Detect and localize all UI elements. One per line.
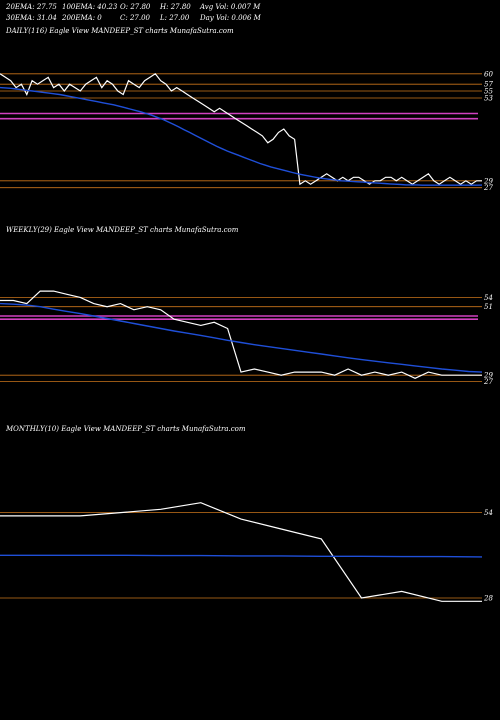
header-20ema: 20EMA: 27.75: [6, 3, 57, 11]
weekly-series-line-1: [0, 302, 483, 373]
monthly-series-line-0: [0, 502, 482, 602]
monthly-ytick-label: 28: [483, 595, 493, 603]
daily-series-line-1: [0, 86, 483, 186]
header-30ema: 30EMA: 31.04: [6, 14, 57, 22]
monthly-series-line-1: [0, 554, 483, 558]
header-low: L: 27.00: [160, 14, 190, 22]
header-open: O: 27.80: [120, 3, 151, 11]
weekly-panel-label: WEEKLY(29) Eagle View MANDEEP_ST charts …: [6, 226, 239, 234]
daily-ytick-label: 29: [483, 177, 493, 185]
header-200ema: 200EMA: 0: [62, 14, 102, 22]
weekly-ytick-label: 51: [484, 303, 493, 311]
header-100ema: 100EMA: 40.23: [62, 3, 118, 11]
weekly-ytick-label: 29: [483, 372, 493, 380]
daily-ytick-label: 27: [483, 184, 493, 192]
weekly-ytick-label: 54: [484, 294, 493, 302]
monthly-panel-label: MONTHLY(10) Eagle View MANDEEP_ST charts…: [6, 425, 246, 433]
monthly-ytick-label: 54: [484, 509, 493, 517]
weekly-ytick-label: 27: [483, 378, 493, 386]
daily-ytick-label: 53: [484, 95, 493, 103]
header-high: H: 27.80: [160, 3, 191, 11]
weekly-series-line-0: [0, 290, 482, 379]
daily-ytick-label: 60: [484, 70, 493, 78]
monthly-chart: 54 28: [0, 502, 493, 603]
daily-series-line-0: [0, 72, 482, 186]
header-avg-vol: Avg Vol: 0.007 M: [200, 3, 261, 11]
daily-ytick-label: 57: [484, 81, 493, 89]
header-close: C: 27.00: [120, 14, 150, 22]
header-day-vol: Day Vol: 0.006 M: [200, 14, 261, 22]
daily-ytick-label: 55: [484, 88, 493, 96]
daily-panel-label: DAILY(116) Eagle View MANDEEP_ST charts …: [6, 27, 234, 35]
